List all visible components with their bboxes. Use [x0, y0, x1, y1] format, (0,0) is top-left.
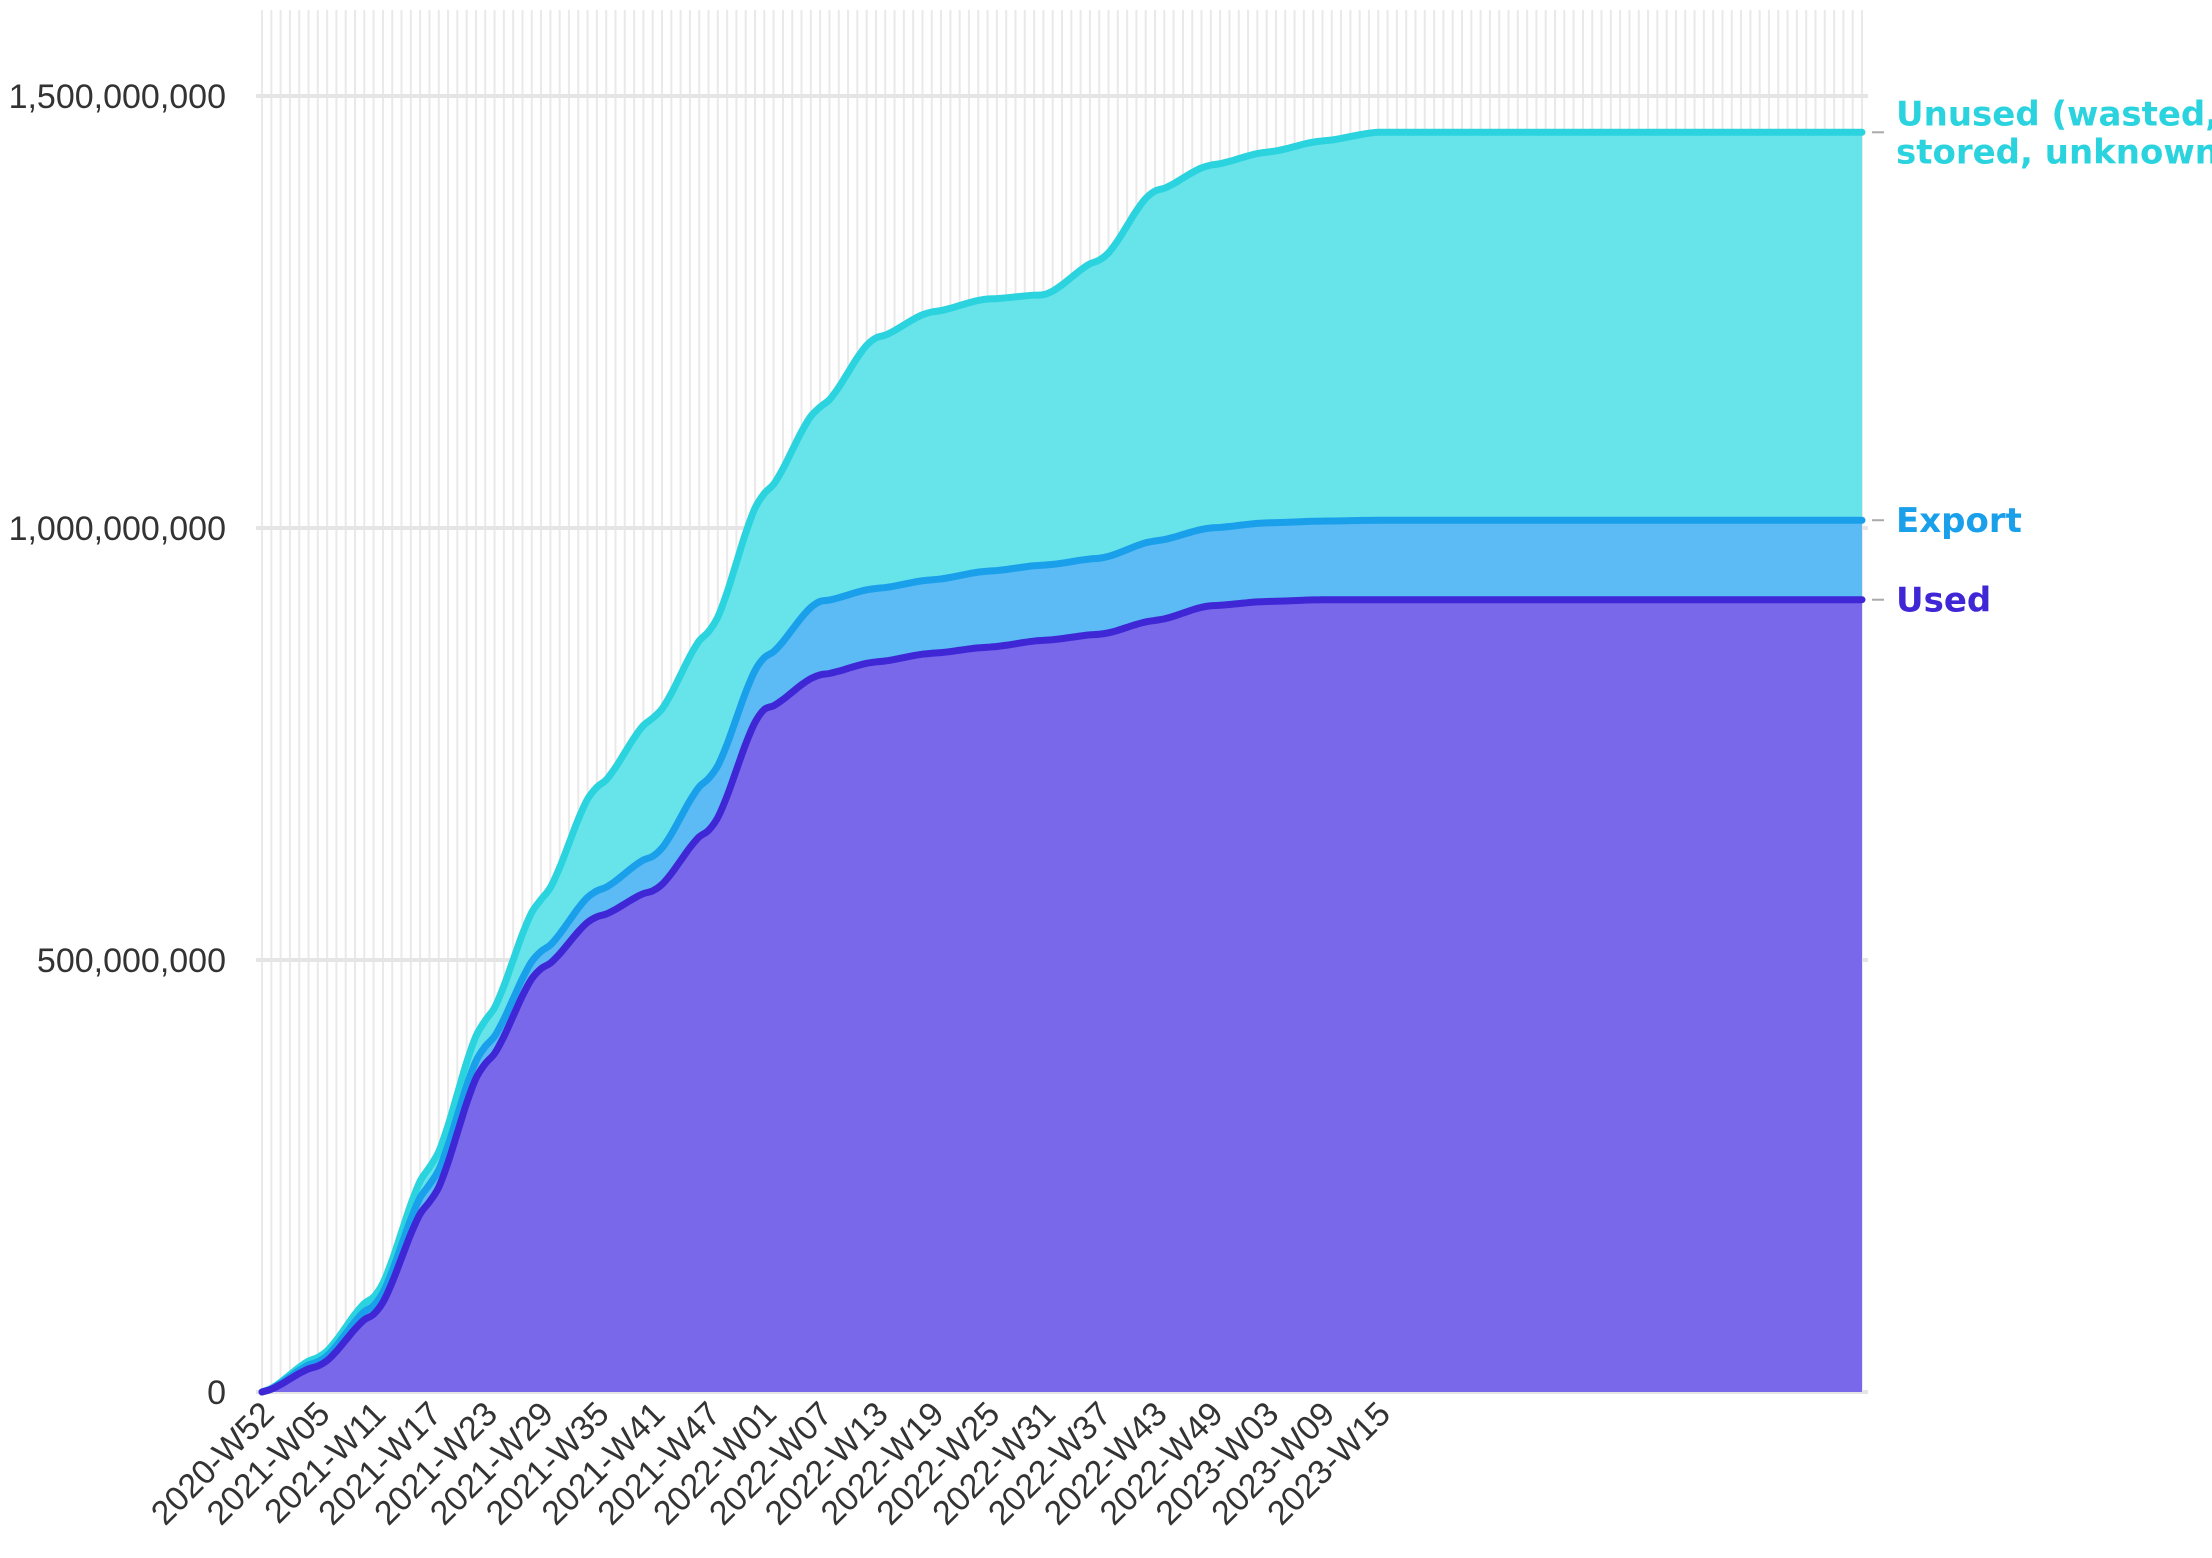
series-label: Used	[1896, 581, 1991, 621]
series-lines	[258, 128, 1866, 1396]
y-tick-label: 1,500,000,000	[9, 78, 226, 116]
series-label: Unused (wasted,	[1896, 94, 2212, 134]
line-unused	[258, 128, 1866, 1396]
y-tick-label: 0	[207, 1374, 226, 1412]
series-label: Export	[1896, 501, 2022, 541]
series-label: stored, unknown)	[1896, 132, 2212, 172]
stacked-areas	[262, 132, 1862, 1392]
x-axis: 2020-W522021-W052021-W112021-W172021-W23…	[144, 1395, 1398, 1533]
series-direct-labels: Used Export Unused (wasted,stored, unknown…	[1872, 94, 2212, 621]
area-used	[262, 599, 1862, 1392]
y-axis: 0 500,000,000 1,000,000,000 1,500,000,000	[9, 78, 226, 1412]
line-used	[258, 596, 1866, 1396]
y-tick-label: 500,000,000	[37, 942, 226, 980]
line-export	[258, 516, 1866, 1396]
y-tick-label: 1,000,000,000	[9, 510, 226, 548]
